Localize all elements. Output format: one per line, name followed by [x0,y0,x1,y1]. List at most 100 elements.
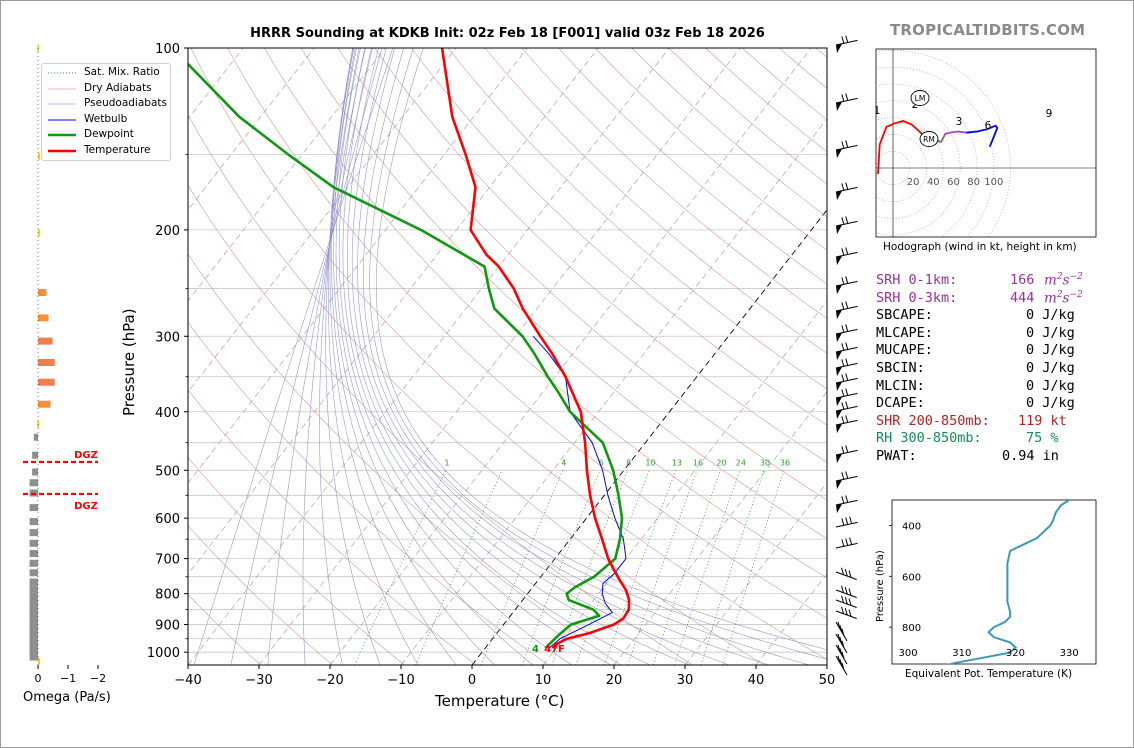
pseudoadiabat [347,48,690,665]
stat-label: MLCAPE: [876,324,933,341]
legend-item-pseudoadiabats: Pseudoadiabats [48,97,173,111]
mixing-ratio-label: 16 [693,459,703,468]
stat-value: 0 J/kg [1026,307,1075,324]
barb-flag [836,382,842,391]
omega-bar [29,539,38,547]
omega-x-tick-label: −2 [90,672,106,685]
barb-line [839,648,843,656]
barb-line [849,537,853,545]
barb-line [841,217,845,225]
omega-panel: DGZ DGZ 0 −1 −2 [23,44,106,685]
isotherm-line [329,48,812,665]
barb-line [845,93,849,101]
pseudoadiabat [338,48,611,665]
theta-e-line [946,500,1070,664]
y-tick-label: 500 [155,464,180,479]
skewt-axes: −40 −30 −20 −10 0 10 20 30 40 50 100 200 300 400 500 60… [147,42,835,688]
mixing-ratio-line [415,470,503,665]
barb-line [844,586,848,595]
barb-line [841,359,845,367]
barb-flag [836,149,842,158]
y-tick-label: 700 [155,553,180,568]
mixing-ratio-line [551,470,628,665]
legend-item-wetbulb: Wetbulb [48,113,173,127]
dgz-label: DGZ [74,450,98,461]
wind-barb [835,342,858,360]
stat-label: MLCIN: [876,377,925,394]
theta-e-x-tick-label: 300 [899,648,918,659]
dry-adiabat [190,48,827,660]
hodograph-ring-label: 40 [927,177,940,188]
wind-barb [835,585,857,598]
barb-line [841,651,845,659]
barb-staff [835,499,858,506]
legend-item-dewpoint: Dewpoint [48,128,173,142]
barb-flag [836,454,842,463]
omega-bar [29,578,38,586]
pseudoadiabat [328,48,419,665]
dry-adiabat [521,48,827,319]
dry-adiabat [188,321,549,665]
barb-flag [836,397,842,406]
stat-label: SRH 0-3km: [876,289,958,306]
isotherm-line [188,48,670,665]
wind-barb [835,445,858,463]
wind-barb [835,471,858,489]
barb-line [837,655,841,664]
barb-line [841,141,845,149]
barb-staff [835,419,858,426]
pseudoadiabat [363,48,810,665]
mixing-ratio-label: 24 [736,459,746,468]
stat-row: DCAPE: 0 J/kg [876,395,1106,413]
barb-staff [835,251,858,258]
theta-e-y-tick-label: 600 [902,572,921,583]
stats-panel: SRH 0-1km: 166 m2s−2 SRH 0-3km: 444 m2s−… [876,272,1106,466]
stat-value: 75 % [1026,430,1059,447]
dry-adiabat [188,594,261,665]
barb-line [841,302,845,310]
omega-bar [29,623,38,631]
omega-bar [29,613,38,621]
stat-srh01: SRH 0-1km: 166 m2s−2 [876,272,1106,290]
stat-row: MLCIN: 0 J/kg [876,378,1106,396]
wind-barb [835,633,848,654]
dry-adiabat [484,48,827,354]
omega-bar [29,618,38,626]
barb-flag [836,256,842,265]
legend-item-mixratio: Sat. Mix. Ratio [48,66,173,80]
dry-adiabat [188,389,477,665]
barb-flag [836,191,842,200]
stat-label: PWAT: [876,447,917,464]
omega-bar [38,229,41,237]
stat-value: 0 J/kg [1026,324,1075,341]
legend-item-temperature: Temperature [48,144,173,158]
omega-bar [29,529,38,537]
barb-staff [835,377,858,384]
barb-flag [836,225,842,234]
barb-line [841,325,845,333]
omega-bar [29,636,38,644]
stat-row: MLCAPE: 0 J/kg [876,325,1106,343]
stat-label: SHR 200-850mb: [876,412,990,429]
barb-line [849,516,853,524]
barb-line [848,588,852,596]
y-tick-label: 200 [155,224,180,239]
wind-barb [835,247,858,265]
pseudoadiabat [342,48,651,665]
dry-adiabat [374,48,827,463]
dry-adiabat [264,48,827,579]
rm-label: RM [923,135,935,144]
lm-label: LM [915,94,926,103]
hodograph-ring-label: 20 [907,177,920,188]
barb-staff [835,521,858,528]
skewt-profiles [188,48,631,650]
mixing-ratio-line [354,470,447,665]
stat-value: 166 [1010,272,1035,288]
omega-bar [29,609,38,617]
surface-dew-label: 4 [532,644,539,655]
barb-line [841,567,844,575]
dry-adiabat [188,457,405,665]
barb-line [839,637,843,645]
stat-label: SBCAPE: [876,307,933,324]
